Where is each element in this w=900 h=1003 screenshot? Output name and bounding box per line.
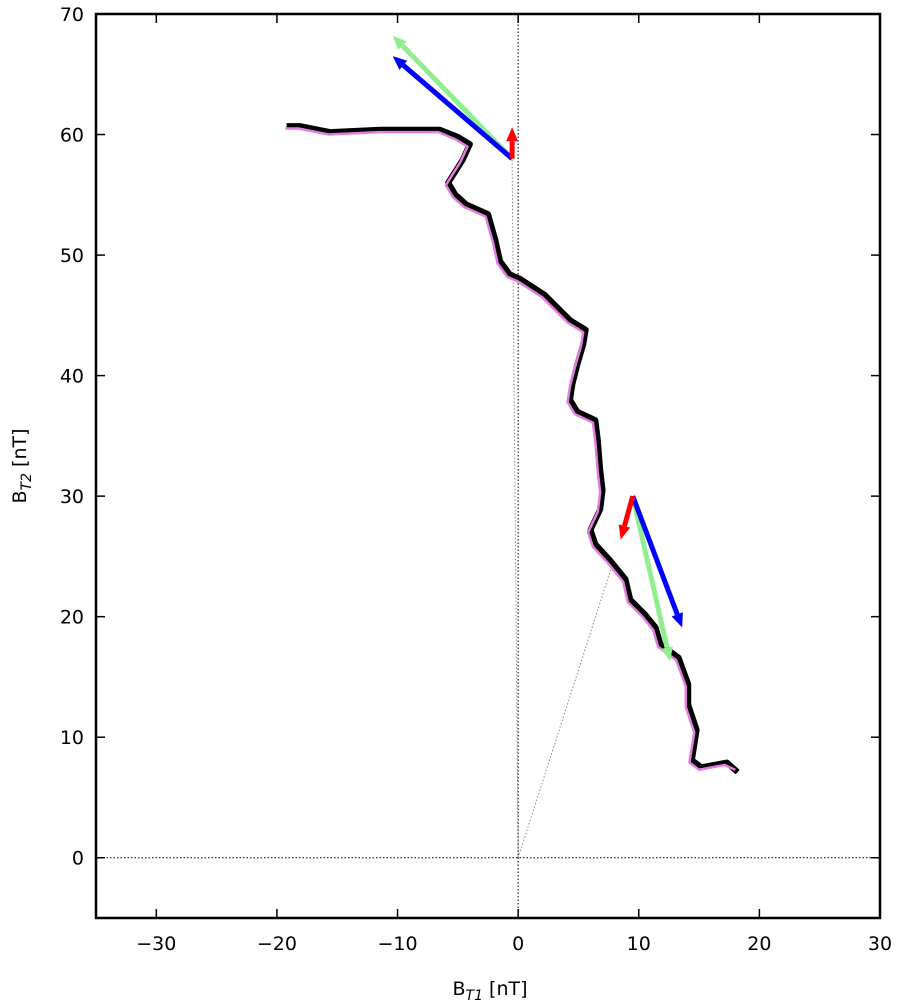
y-tick-label: 40: [60, 366, 84, 388]
arrow-head: [392, 56, 408, 70]
x-tick-label: −10: [377, 933, 417, 955]
x-tick-label: 30: [868, 933, 892, 955]
arrow-head: [661, 646, 673, 662]
y-tick-label: 20: [60, 607, 84, 629]
y-axis-label: BT2 [nT]: [9, 428, 35, 503]
arrow-head: [618, 524, 631, 540]
x-tick-label: 10: [627, 933, 651, 955]
arrow-shaft: [630, 495, 680, 616]
guide-line: [517, 564, 613, 858]
plot-frame: [94, 12, 882, 920]
y-tick-label: 10: [60, 727, 84, 749]
x-tick-label: 0: [512, 933, 524, 955]
arrow-shaft: [622, 495, 636, 527]
y-tick-label: 60: [60, 125, 84, 147]
y-tick-label: 0: [72, 848, 84, 870]
arrow-head: [671, 612, 683, 628]
y-tick-label: 50: [60, 245, 84, 267]
trace: [286, 123, 740, 775]
arrow-head: [506, 127, 519, 142]
x-tick-label: −20: [257, 933, 297, 955]
arrow-shaft: [401, 63, 514, 161]
guide-line: [511, 158, 519, 858]
y-tick-label: 70: [60, 4, 84, 26]
trace: [285, 127, 736, 771]
x-tick-label: 20: [747, 933, 771, 955]
arrow-shaft: [630, 495, 670, 649]
arrow-head: [392, 35, 407, 50]
y-tick-label: 30: [60, 486, 84, 508]
x-tick-label: −30: [136, 933, 176, 955]
x-axis-label: BT1 [nT]: [452, 978, 527, 1003]
